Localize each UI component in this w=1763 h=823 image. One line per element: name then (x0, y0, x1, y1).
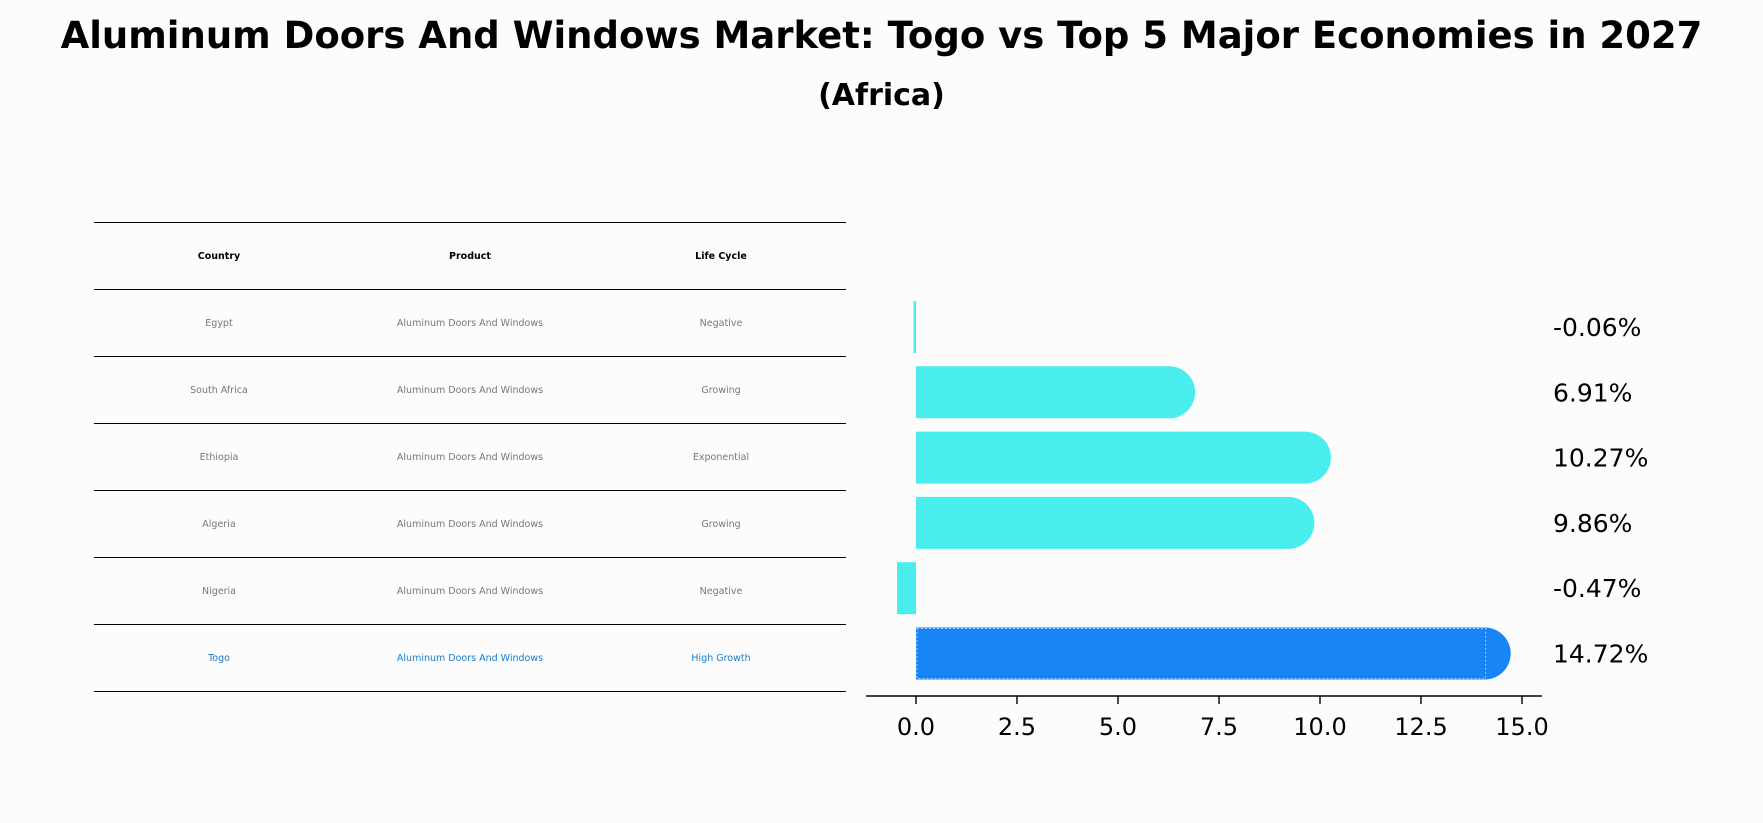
chart-subtitle: (Africa) (818, 78, 945, 113)
table-row-highlighted: Togo Aluminum Doors And Windows High Gro… (94, 624, 846, 692)
cell-country: Egypt (205, 317, 233, 329)
cell-life-cycle: Growing (701, 384, 741, 396)
bar-value-label: 14.72% (1553, 640, 1648, 669)
bar-value-label: 9.86% (1553, 509, 1632, 538)
header-country: Country (197, 250, 241, 262)
cell-life-cycle: High Growth (691, 652, 751, 664)
cell-country: Ethiopia (199, 451, 239, 463)
bar-value-label: -0.47% (1553, 574, 1641, 603)
bar (916, 627, 1511, 680)
cell-product: Aluminum Doors And Windows (396, 384, 544, 396)
bar-value-label: 10.27% (1553, 444, 1648, 473)
table-row: Nigeria Aluminum Doors And Windows Negat… (94, 557, 846, 624)
cell-product: Aluminum Doors And Windows (396, 317, 544, 329)
cell-product: Aluminum Doors And Windows (396, 518, 544, 530)
cell-product: Aluminum Doors And Windows (396, 585, 544, 597)
header-product: Product (449, 250, 491, 262)
cell-life-cycle: Exponential (692, 451, 750, 463)
table-header-row: Country Product Life Cycle (94, 222, 846, 289)
chart-title: Aluminum Doors And Windows Market: Togo … (60, 14, 1703, 57)
cell-life-cycle: Negative (699, 585, 743, 597)
country-table: Country Product Life Cycle Egypt Aluminu… (94, 222, 846, 692)
cell-life-cycle: Negative (699, 317, 743, 329)
cell-product: Aluminum Doors And Windows (396, 652, 544, 664)
cell-product: Aluminum Doors And Windows (396, 451, 544, 463)
bar-highlight-outline (916, 628, 1487, 679)
cell-country: Togo (208, 652, 230, 664)
table-row: Egypt Aluminum Doors And Windows Negativ… (94, 289, 846, 356)
cell-country: Nigeria (202, 585, 236, 597)
header-life-cycle: Life Cycle (695, 250, 747, 262)
cell-country: South Africa (190, 384, 248, 396)
bar (897, 562, 916, 615)
bar (913, 301, 916, 353)
x-tick-label: 0.0 (897, 713, 935, 741)
bar (916, 496, 1315, 549)
x-tick-label: 5.0 (1099, 713, 1137, 741)
bar-value-label: -0.06% (1553, 313, 1641, 342)
x-tick-label: 2.5 (998, 713, 1036, 741)
x-tick-label: 12.5 (1394, 713, 1447, 741)
x-tick-label: 10.0 (1293, 713, 1346, 741)
bar (916, 431, 1331, 484)
bar (916, 366, 1196, 419)
table-row: Ethiopia Aluminum Doors And Windows Expo… (94, 423, 846, 490)
table-row: Algeria Aluminum Doors And Windows Growi… (94, 490, 846, 557)
x-tick-label: 7.5 (1200, 713, 1238, 741)
x-tick-label: 15.0 (1495, 713, 1548, 741)
cell-life-cycle: Growing (701, 518, 741, 530)
bar-value-label: 6.91% (1553, 378, 1632, 407)
cell-country: Algeria (202, 518, 236, 530)
table-row: South Africa Aluminum Doors And Windows … (94, 356, 846, 423)
